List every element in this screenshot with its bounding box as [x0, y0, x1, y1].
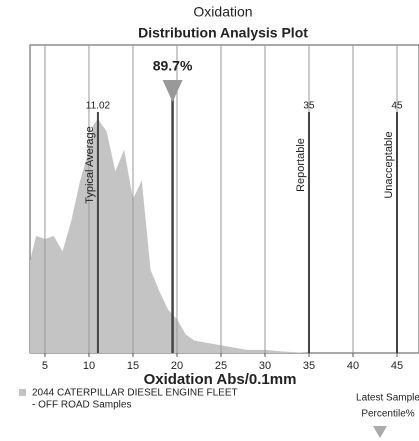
- reference-value: 45: [391, 101, 403, 112]
- reference-value: 35: [303, 101, 315, 112]
- chart-title: Oxidation: [193, 4, 252, 20]
- x-tick-label: 40: [347, 360, 359, 372]
- chart-subtitle: Distribution Analysis Plot: [138, 25, 308, 41]
- x-tick-label: 10: [83, 360, 95, 372]
- reference-value: 11.02: [86, 101, 111, 112]
- reference-name: Reportable: [295, 138, 307, 192]
- latest-sample-marker: [162, 80, 183, 102]
- legend-marker: [373, 426, 387, 438]
- x-tick-label: 25: [215, 360, 227, 372]
- x-tick-label: 15: [127, 360, 139, 372]
- reference-name: Unacceptable: [383, 131, 395, 198]
- legend-swatch: [19, 389, 26, 396]
- x-tick-label: 20: [171, 360, 183, 372]
- x-tick-label: 35: [303, 360, 315, 372]
- x-tick-label: 45: [391, 360, 403, 372]
- legend-label: 2044 CATERPILLAR DIESEL ENGINE FLEET: [32, 388, 238, 399]
- percentile-label: 89.7%: [153, 58, 193, 74]
- x-tick-label: 30: [259, 360, 271, 372]
- x-axis-label: Oxidation Abs/0.1mm: [144, 371, 297, 388]
- reference-name: Typical Average: [84, 126, 96, 203]
- percentile-unit-label: Percentile%: [361, 409, 414, 420]
- x-tick-label: 5: [42, 360, 48, 372]
- area: [30, 118, 419, 353]
- latest-sample-label: Latest Sample: [356, 393, 419, 404]
- legend-subtitle: - OFF ROAD Samples: [32, 400, 131, 411]
